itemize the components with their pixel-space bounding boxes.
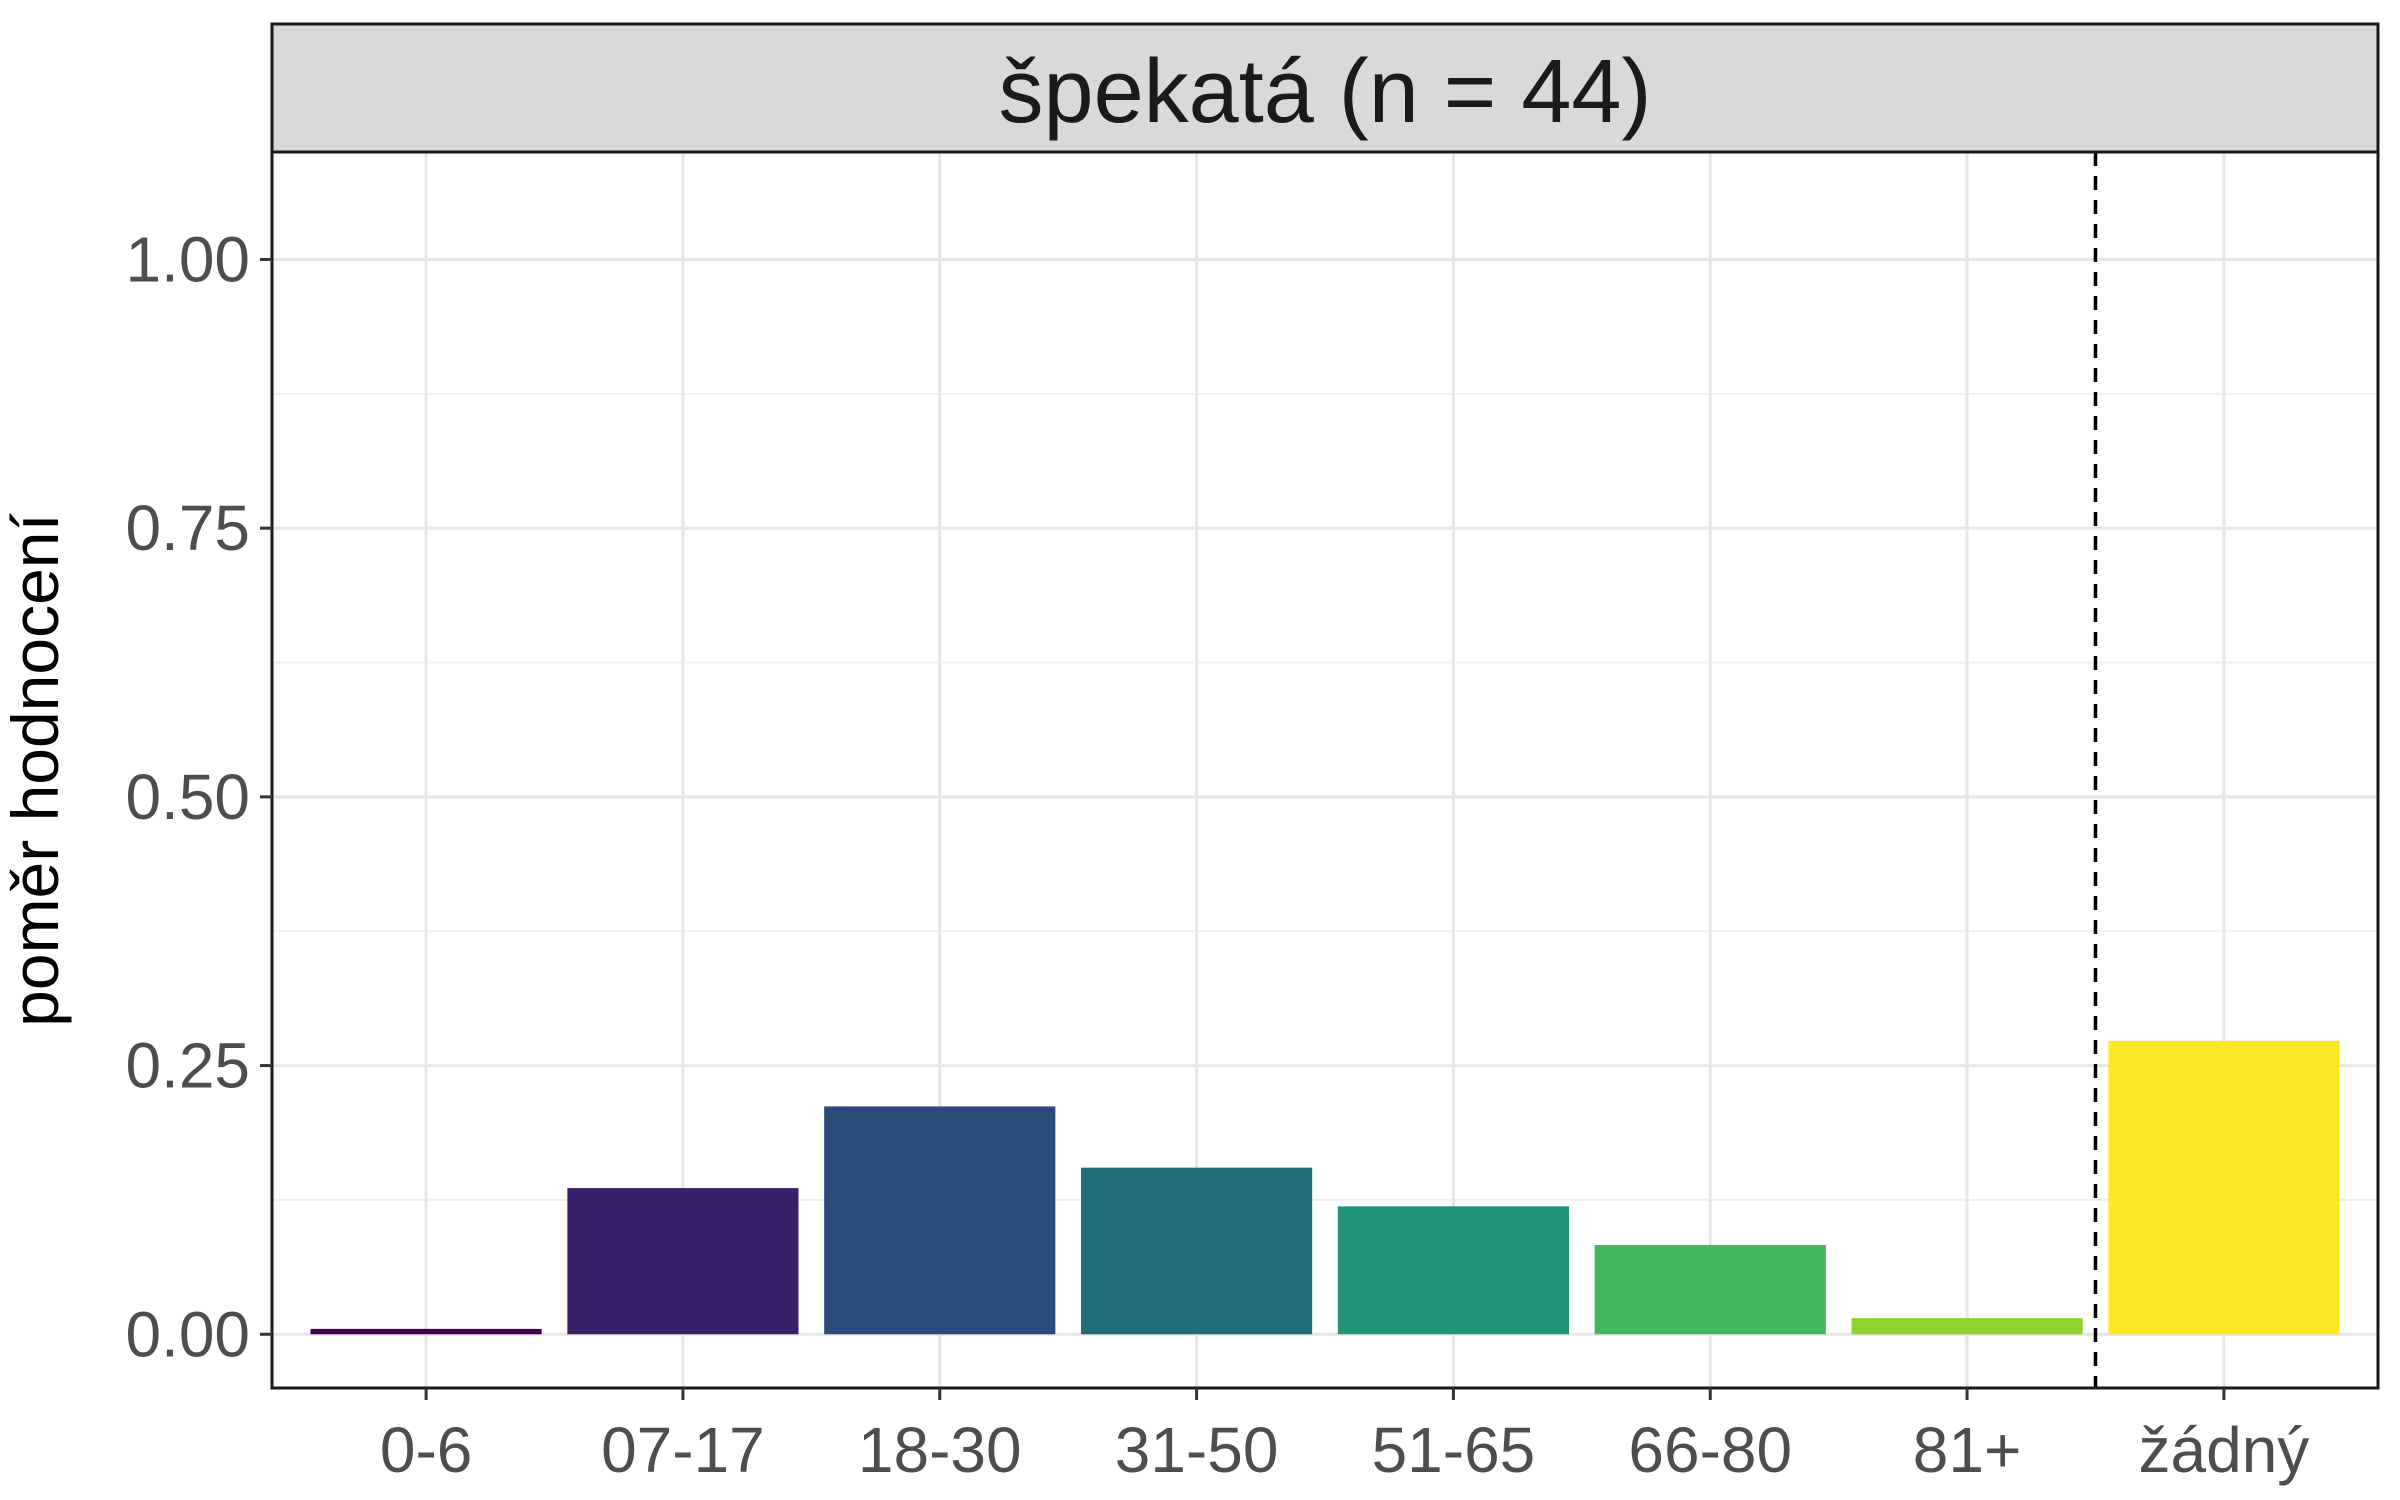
x-tick-label: 31-50 <box>1115 1414 1279 1486</box>
bar-31-50 <box>1081 1167 1313 1335</box>
bar-18-30 <box>824 1106 1056 1335</box>
x-tick-label: 81+ <box>1913 1414 2022 1486</box>
y-tick-label: 0.75 <box>125 492 250 564</box>
y-axis: 0.00 0.25 0.50 0.75 1.00 <box>125 223 272 1370</box>
bar-81+ <box>1851 1318 2083 1335</box>
x-tick-label: 66-80 <box>1628 1414 1792 1486</box>
x-tick-label: žádný <box>2139 1414 2310 1486</box>
x-tick-label: 51-65 <box>1372 1414 1536 1486</box>
bar-66-80 <box>1594 1245 1826 1335</box>
plot-panel <box>272 152 2378 1388</box>
bars <box>310 1040 2340 1335</box>
y-tick-label: 0.25 <box>125 1030 250 1102</box>
y-axis-title: poměr hodnocení <box>0 512 72 1026</box>
facet-strip <box>270 22 2380 154</box>
x-axis: 0-6 07-17 18-30 31-50 51-65 66-80 81+ žádný <box>380 1388 2309 1486</box>
x-tick-label: 0-6 <box>380 1414 473 1486</box>
y-tick-label: 0.00 <box>125 1298 250 1370</box>
chart-title: špekatá (n = 44) <box>999 42 1652 142</box>
bar-žádný <box>2108 1040 2340 1335</box>
grid <box>272 152 2378 1388</box>
y-tick-label: 1.00 <box>125 223 250 295</box>
x-tick-label: 07-17 <box>601 1414 765 1486</box>
bar-0-6 <box>310 1328 542 1335</box>
bar-51-65 <box>1337 1206 1569 1335</box>
x-tick-label: 18-30 <box>858 1414 1022 1486</box>
y-tick-label: 0.50 <box>125 761 250 833</box>
bar-07-17 <box>567 1188 799 1335</box>
plot-panel-border <box>270 150 2380 1390</box>
